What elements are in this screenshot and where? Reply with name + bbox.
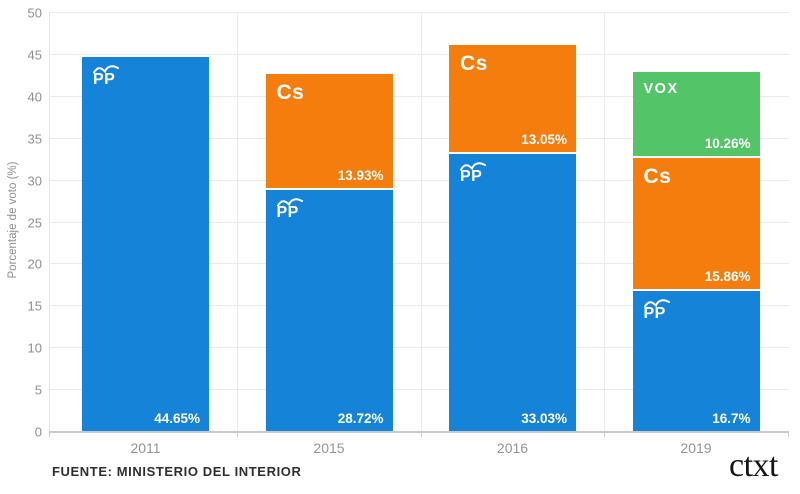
bar-segment-pp-2011: PP 44.65% bbox=[82, 56, 209, 431]
pp-logo-text: PP bbox=[276, 204, 299, 222]
pp-logo-text: PP bbox=[643, 305, 666, 323]
pp-gull-icon bbox=[643, 299, 670, 308]
pp-logo: PP bbox=[276, 197, 303, 222]
ctxt-logo: ctxt bbox=[729, 447, 778, 484]
x-axis-tick bbox=[420, 431, 422, 437]
y-axis-line bbox=[49, 12, 50, 431]
gridline-y-15 bbox=[49, 305, 789, 307]
value-label-vox-2019: 10.26% bbox=[704, 136, 751, 152]
x-axis-tick bbox=[788, 431, 789, 437]
pp-logo: PP bbox=[93, 64, 119, 88]
y-tick-label: 20 bbox=[27, 256, 42, 272]
gridline-y-25 bbox=[49, 221, 789, 223]
gridline-y-20 bbox=[49, 263, 789, 265]
value-label-pp-2016: 33.03% bbox=[521, 410, 567, 426]
gridline-y-30 bbox=[49, 179, 789, 181]
pp-logo-text: PP bbox=[93, 70, 116, 88]
bar-segment-cs-2019: Cs 15.86% bbox=[632, 158, 760, 292]
y-tick-label: 15 bbox=[27, 298, 42, 314]
pp-logo: PP bbox=[643, 298, 670, 323]
pp-gull-icon bbox=[460, 162, 486, 171]
y-tick-label: 25 bbox=[27, 215, 42, 230]
pp-logo-text: PP bbox=[460, 168, 483, 186]
y-tick-label: 0 bbox=[34, 424, 42, 440]
x-axis-line bbox=[49, 431, 789, 433]
bar-segment-vox-2019: VOX 10.26% bbox=[632, 72, 760, 159]
x-tick-label-2011: 2011 bbox=[130, 440, 161, 456]
gridline-y-45 bbox=[49, 53, 789, 55]
gridline-y-5 bbox=[49, 389, 789, 391]
value-label-cs-2015: 13.93% bbox=[337, 168, 384, 184]
pp-gull-icon bbox=[276, 198, 303, 207]
gridline-y-40 bbox=[49, 95, 789, 97]
pp-gull-icon bbox=[93, 65, 119, 74]
y-tick-label: 40 bbox=[27, 89, 42, 105]
x-axis-tick bbox=[604, 431, 605, 437]
cs-label: Cs bbox=[643, 165, 672, 189]
gridline-y-35 bbox=[49, 137, 789, 139]
vox-label: VOX bbox=[643, 81, 679, 98]
bar-segment-cs-2015: Cs 13.93% bbox=[265, 73, 393, 191]
y-tick-label: 30 bbox=[27, 173, 42, 189]
bar-segment-pp-2015: PP 28.72% bbox=[265, 190, 393, 431]
x-axis-tick bbox=[49, 431, 50, 437]
y-tick-label: 50 bbox=[27, 5, 42, 21]
value-label-pp-2019: 16.7% bbox=[712, 410, 751, 426]
pp-logo: PP bbox=[460, 161, 486, 185]
gridline-x-boundary bbox=[420, 12, 422, 431]
gridline-x-boundary bbox=[237, 12, 238, 431]
cs-label: Cs bbox=[460, 51, 488, 75]
x-axis-tick bbox=[237, 431, 238, 437]
gridline-y-50 bbox=[49, 12, 789, 13]
cs-label: Cs bbox=[276, 80, 305, 104]
x-tick-label-2016: 2016 bbox=[496, 440, 529, 456]
value-label-cs-2019: 15.86% bbox=[704, 269, 751, 285]
gridline-y-10 bbox=[49, 347, 789, 349]
y-tick-label: 10 bbox=[27, 340, 42, 356]
gridline-x-boundary bbox=[604, 12, 605, 431]
source-note: FUENTE: MINISTERIO DEL INTERIOR bbox=[52, 464, 302, 479]
y-tick-label: 35 bbox=[27, 131, 42, 147]
x-tick-label-2015: 2015 bbox=[313, 440, 345, 456]
bar-segment-cs-2016: Cs 13.05% bbox=[449, 44, 576, 155]
bar-segment-pp-2019: PP 16.7% bbox=[632, 291, 760, 431]
y-tick-label: 45 bbox=[27, 47, 42, 63]
value-label-pp-2011: 44.65% bbox=[154, 410, 200, 426]
bar-segment-pp-2016: PP 33.03% bbox=[449, 154, 576, 431]
value-label-cs-2016: 13.05% bbox=[521, 132, 567, 148]
value-label-pp-2015: 28.72% bbox=[337, 410, 384, 426]
x-tick-label-2019: 2019 bbox=[680, 440, 712, 456]
y-tick-label: 5 bbox=[34, 382, 42, 398]
